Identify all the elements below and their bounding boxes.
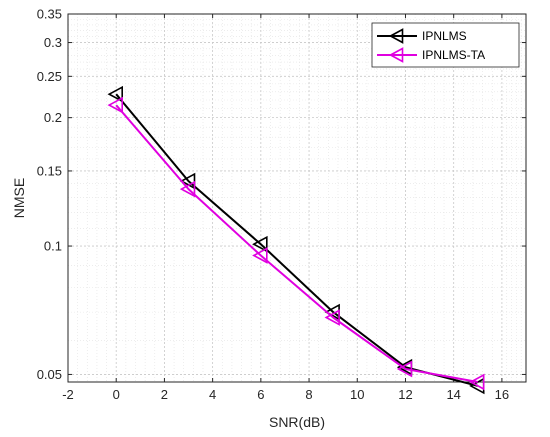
y-tick-labels: 0.05 0.1 0.15 0.2 0.25 0.3 0.35 [37,7,62,382]
legend-entry-2: IPNLMS-TA [377,47,485,63]
series-marker [107,96,123,114]
legend-entries: IPNLMS IPNLMS-TA [377,28,485,63]
plot-frame [67,13,527,383]
legend-label: IPNLMS-TA [422,48,485,62]
x-tick-label: -2 [62,387,74,402]
y-tick-label: 0.3 [44,35,62,50]
series-marker [107,85,123,103]
series-line [115,104,478,383]
plot-area [68,14,526,382]
x-tick-label: 16 [495,387,509,402]
series-marker [396,360,413,378]
x-axis-label: SNR(dB) [269,414,325,430]
axis-ticks [67,13,526,382]
y-tick-label: 0.05 [37,367,62,382]
y-tick-label: 0.25 [37,69,62,84]
x-tick-label: 12 [398,387,412,402]
y-tick-label: 0.1 [44,239,62,254]
legend-entry-1: IPNLMS [377,28,467,44]
y-axis-label: NMSE [11,178,27,218]
y-tick-label: 0.2 [44,110,62,125]
legend: IPNLMS IPNLMS-TA [371,22,520,68]
minor-grid [68,14,526,382]
legend-marker [388,28,404,44]
x-tick-label: 4 [209,387,216,402]
x-tick-label: 14 [446,387,460,402]
x-tick-label: 0 [113,387,120,402]
y-tick-label: 0.35 [37,7,62,22]
x-tick-label: 2 [161,387,168,402]
x-tick-label: 8 [305,387,312,402]
series-layer [107,85,485,395]
x-tick-labels: -2 0 2 4 6 8 10 12 14 16 [62,387,509,402]
x-tick-label: 6 [257,387,264,402]
series-marker [324,309,340,326]
legend-box [371,22,520,68]
series-marker [469,373,485,391]
legend-label: IPNLMS [422,29,467,43]
series-marker [179,180,196,198]
series-2 [107,96,485,391]
x-tick-label: 10 [350,387,364,402]
series-marker [179,172,196,190]
series-marker [252,235,268,253]
y-tick-label: 0.15 [37,163,62,178]
series-marker [252,247,268,264]
legend-marker [388,47,404,63]
